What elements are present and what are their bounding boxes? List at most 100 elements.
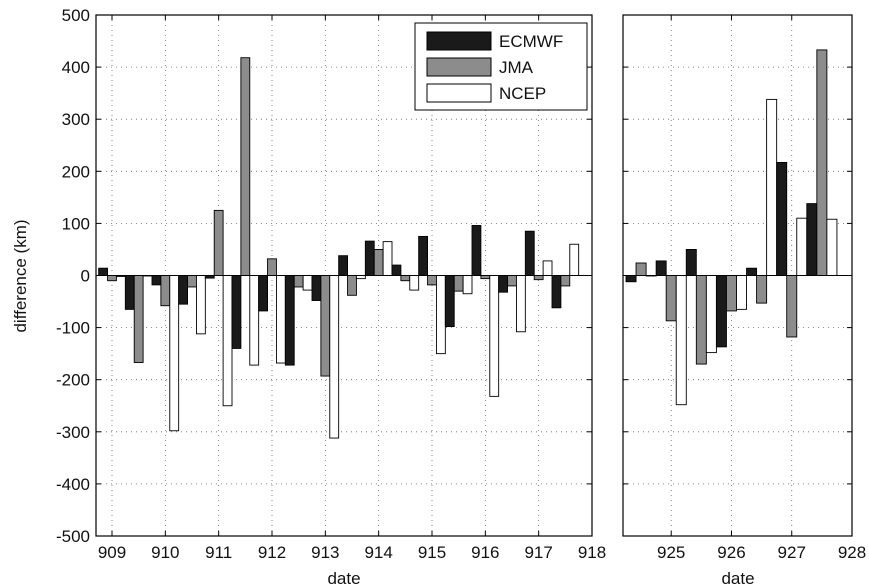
bar-ecmwf <box>625 275 637 283</box>
bar-jma <box>400 275 411 282</box>
y-tick-label: -500 <box>56 527 90 546</box>
y-tick-label: 100 <box>62 214 90 233</box>
bar-ncep <box>542 260 553 276</box>
bar-jma <box>507 275 517 287</box>
x-axis-label-left: date <box>327 569 360 588</box>
x-tick-label: 911 <box>205 543 232 562</box>
y-tick-label: 400 <box>62 58 90 77</box>
bar-jma <box>427 275 437 286</box>
bar-ncep <box>569 243 580 276</box>
bar-jma <box>133 275 144 363</box>
legend-swatch-jma <box>426 57 492 77</box>
bar-ecmwf <box>98 267 109 276</box>
legend-label-ecmwf: ECMWF <box>499 32 563 51</box>
y-tick-label: -300 <box>56 423 90 442</box>
x-tick-label: 914 <box>364 543 392 562</box>
bar-ecmwf <box>391 264 402 276</box>
bar-jma <box>726 275 737 312</box>
bar-ncep <box>409 275 420 291</box>
x-tick-label: 918 <box>578 543 606 562</box>
bar-ecmwf <box>471 225 482 276</box>
bar-ncep <box>675 275 687 406</box>
bar-ncep <box>435 275 446 355</box>
bar-ecmwf <box>338 255 349 276</box>
bar-ecmwf <box>551 275 562 309</box>
y-tick-label: 200 <box>62 162 90 181</box>
bar-jma <box>160 275 171 307</box>
left-panel: -500 -400 -300 -200 -100 0 100 200 300 400 500 909 9… <box>56 6 606 562</box>
x-tick-label: 910 <box>151 543 179 562</box>
bar-ncep <box>489 275 500 397</box>
y-tick-label: -400 <box>56 475 90 494</box>
bar-jma <box>320 275 331 377</box>
bar-jma <box>187 275 197 288</box>
x-tick-label: 925 <box>657 543 685 562</box>
y-tick-label: -100 <box>56 319 90 338</box>
legend-swatch-ecmwf <box>426 31 492 51</box>
x-tick-label: 913 <box>311 543 339 562</box>
bar-ecmwf <box>231 275 242 349</box>
legend: ECMWF JMA NCEP <box>414 22 588 111</box>
bar-ncep <box>766 98 778 276</box>
bar-jma <box>240 57 251 276</box>
bar-ncep <box>275 275 286 364</box>
y-axis-label: difference (km) <box>11 219 30 332</box>
y-tick-label: 500 <box>62 6 90 25</box>
bar-ecmwf <box>715 275 727 348</box>
bar-ecmwf <box>364 240 375 276</box>
x-tick-label: 915 <box>418 543 446 562</box>
bar-jma <box>293 275 304 288</box>
bar-ecmwf <box>124 275 135 310</box>
x-axis-label-right: date <box>721 569 754 588</box>
bar-jma <box>786 275 798 338</box>
bar-ncep <box>249 275 260 366</box>
bar-ecmwf <box>178 275 189 305</box>
bar-ecmwf <box>311 275 322 301</box>
right-panel: 925 926 927 928 <box>622 14 866 562</box>
bar-ecmwf <box>806 203 818 276</box>
bar-ecmwf <box>444 275 455 328</box>
bar-ecmwf <box>284 275 295 366</box>
bar-jma <box>373 248 384 276</box>
bar-ncep <box>705 275 717 354</box>
bar-jma <box>560 275 571 287</box>
bar-jma <box>267 258 277 276</box>
x-tick-label: 912 <box>258 543 286 562</box>
bar-ncep <box>515 275 526 333</box>
bar-ncep <box>462 275 473 295</box>
y-tick-label: 300 <box>62 110 90 129</box>
bar-ecmwf <box>746 267 758 276</box>
bar-jma <box>635 262 647 276</box>
bar-ncep <box>222 275 233 407</box>
bar-jma <box>756 275 768 304</box>
bar-jma <box>213 209 224 276</box>
bar-ecmwf <box>151 275 162 286</box>
bar-ncep <box>736 275 747 310</box>
bar-jma <box>816 49 828 276</box>
x-tick-label: 926 <box>717 543 745 562</box>
legend-label-jma: JMA <box>499 58 534 77</box>
bar-ecmwf <box>776 161 788 276</box>
bar-jma <box>695 275 707 365</box>
bar-ecmwf <box>418 235 429 276</box>
x-tick-label: 909 <box>98 543 126 562</box>
y-tick-label: 0 <box>81 267 90 286</box>
bar-jma <box>665 275 677 322</box>
bar-ecmwf <box>655 260 667 276</box>
legend-label-ncep: NCEP <box>499 84 546 103</box>
bar-ncep <box>329 275 340 439</box>
bar-jma <box>533 275 544 281</box>
bar-ecmwf <box>685 248 697 276</box>
bar-ecmwf <box>498 275 509 293</box>
bar-ncep <box>796 217 808 276</box>
x-tick-label: 927 <box>778 543 806 562</box>
bar-ncep <box>169 275 180 432</box>
y-tick-label: -200 <box>56 371 90 390</box>
bar-jma <box>107 275 117 282</box>
bar-ecmwf <box>258 275 269 312</box>
bar-ncep <box>195 275 206 335</box>
bar-ncep <box>826 218 838 276</box>
bar-ncep <box>382 241 393 276</box>
bar-ncep <box>302 275 313 291</box>
bar-jma <box>347 275 357 296</box>
